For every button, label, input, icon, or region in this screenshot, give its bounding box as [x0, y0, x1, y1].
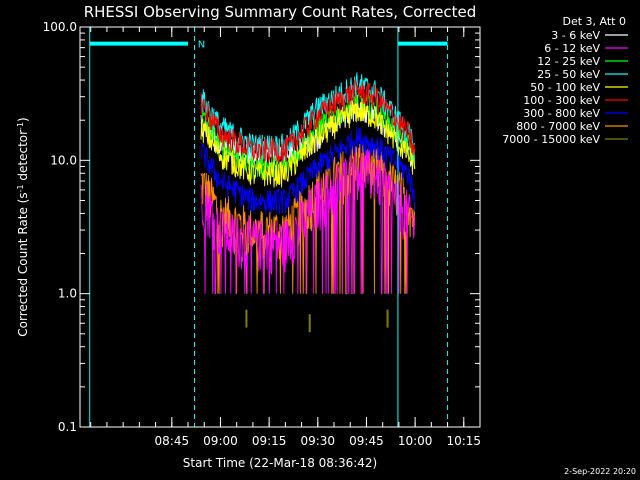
y-axis-label: Corrected Count Rate (s-1 detector-1) — [16, 117, 31, 336]
legend-label: 50 - 100 keV — [530, 81, 600, 94]
series-line-6 — [200, 126, 416, 215]
flag-label: N — [198, 40, 205, 51]
series-line-1 — [200, 148, 416, 295]
y-tick-label: 1.0 — [58, 287, 77, 301]
series-line-5 — [200, 78, 416, 165]
x-tick-label: 08:45 — [155, 434, 190, 448]
y-tick-label: 100.0 — [43, 20, 77, 34]
series-line-4 — [200, 100, 416, 188]
x-axis-label: Start Time (22-Mar-18 08:36:42) — [183, 456, 377, 470]
x-tick-label: 09:30 — [300, 434, 335, 448]
legend-label: 7000 - 15000 keV — [502, 133, 600, 146]
y-tick-label: 10.0 — [50, 153, 77, 167]
x-tick-label: 09:00 — [203, 434, 238, 448]
series-line-7 — [200, 143, 416, 295]
plot-area: N — [89, 27, 449, 427]
legend-label: 800 - 7000 keV — [516, 120, 600, 133]
y-tick-label: 0.1 — [58, 420, 77, 434]
legend-label: 3 - 6 keV — [551, 29, 600, 42]
axes: 100.0 10.0 1.0 0.1 08:45 09:00 09:15 09:30 09:45… — [43, 20, 481, 448]
legend-label: 100 - 300 keV — [523, 94, 600, 107]
legend-label: 300 - 800 keV — [523, 107, 600, 120]
legend-label: 6 - 12 keV — [544, 42, 600, 55]
chart-title: RHESSI Observing Summary Count Rates, Co… — [84, 3, 477, 21]
x-tick-label: 09:45 — [349, 434, 384, 448]
legend-header: Det 3, Att 0 — [563, 15, 627, 28]
x-tick-label: 10:15 — [446, 434, 481, 448]
legend-label: 25 - 50 keV — [537, 68, 600, 81]
x-tick-label: 10:00 — [398, 434, 433, 448]
plot-frame — [79, 26, 481, 428]
footer-date-stamp: 2-Sep-2022 20:20 — [564, 467, 636, 476]
x-tick-label: 09:15 — [252, 434, 287, 448]
legend-label: 12 - 25 keV — [537, 55, 600, 68]
